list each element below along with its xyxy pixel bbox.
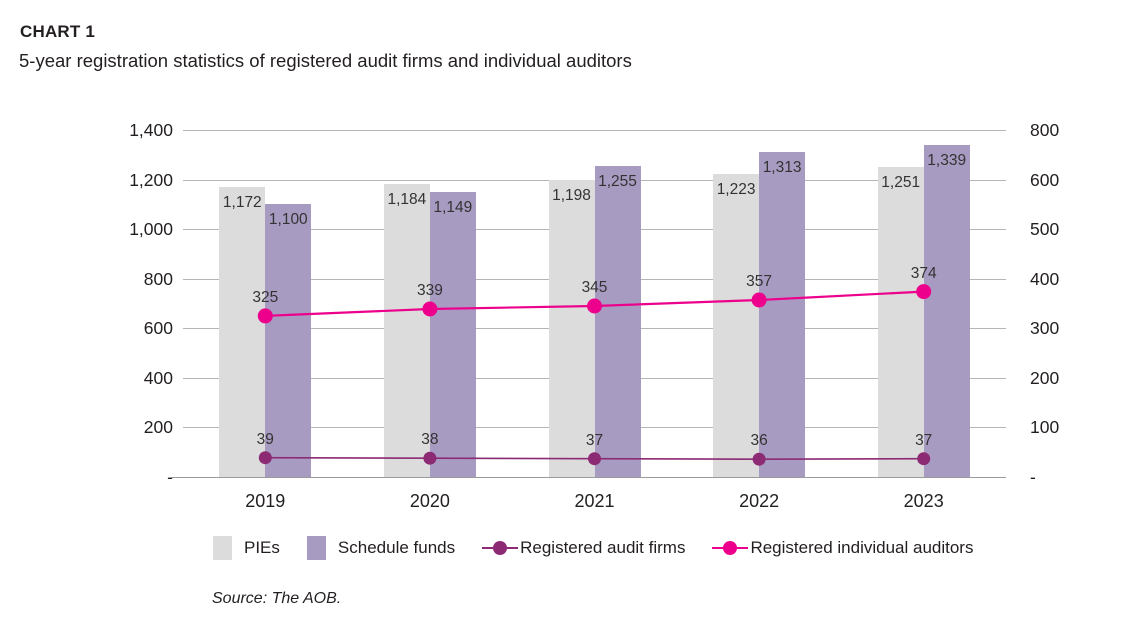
y-axis-tick-left: 1,000	[129, 219, 173, 240]
chart-title: 5-year registration statistics of regist…	[19, 50, 632, 71]
y-axis-tick-right: 500	[1030, 219, 1060, 240]
y-axis-tick-right: -	[1030, 467, 1036, 487]
bar-value-label: 1,100	[268, 211, 308, 229]
bar-pies-2021	[548, 180, 595, 477]
legend-dot-icon	[723, 541, 738, 555]
legend-label: PIEs	[244, 538, 280, 557]
bar-value-label: 1,184	[387, 190, 427, 208]
y-axis-tick-right: 600	[1030, 169, 1060, 190]
bar-pies-2022	[713, 173, 760, 477]
chart-kicker: CHART 1	[20, 22, 96, 41]
y-axis-tick-left: 1,400	[129, 120, 173, 140]
source-note: Source: The AOB.	[212, 590, 342, 607]
x-axis-line	[170, 477, 1006, 478]
bar-pies-2020	[383, 183, 430, 477]
bar-value-label: 1,223	[716, 180, 756, 198]
y-axis-tick-right: 200	[1030, 367, 1060, 388]
bar-value-label: 1,172	[222, 193, 262, 211]
legend-line-dot-icon	[712, 541, 749, 555]
bar-schedule-funds-2023	[923, 145, 970, 477]
bar-schedule-funds-2019	[265, 204, 312, 477]
legend-item-schedule-funds: Schedule funds	[306, 536, 456, 560]
bar-schedule-funds-2022	[759, 151, 806, 477]
bar-schedule-funds-2021	[594, 165, 641, 477]
y-axis-tick-left: 600	[143, 318, 173, 339]
legend-label: Registered audit firms	[520, 538, 686, 557]
point-value-label: 357	[746, 273, 773, 290]
legend-label: Registered individual auditors	[750, 538, 974, 557]
point-value-label: 37	[915, 431, 933, 449]
bar-value-label: 1,339	[927, 152, 967, 170]
y-axis-tick-left: 200	[143, 417, 173, 438]
point-value-label: 37	[585, 431, 604, 449]
bar-value-label: 1,251	[881, 173, 921, 191]
legend-swatch-icon	[306, 536, 326, 560]
bar-schedule-funds-2020	[429, 192, 476, 477]
bar-value-label: 1,313	[762, 158, 802, 176]
bar-value-label: 1,198	[552, 187, 591, 205]
bar-value-label: 1,149	[433, 199, 473, 217]
point-value-label: 345	[581, 279, 608, 296]
x-axis-label: 2021	[574, 491, 615, 511]
y-axis-tick-right: 300	[1030, 318, 1060, 339]
bar-value-label: 1,255	[598, 172, 637, 190]
y-axis-tick-left: 400	[143, 367, 173, 388]
point-value-label: 325	[252, 288, 279, 306]
y-axis-tick-right: 800	[1030, 120, 1060, 140]
legend: PIEs Schedule funds Registered audit firms…	[213, 536, 973, 560]
y-axis-tick-left: -	[61, 466, 173, 488]
point-value-label: 39	[256, 430, 274, 448]
x-axis-label: 2023	[903, 491, 944, 511]
y-axis-tick-left: 1,200	[129, 169, 173, 190]
legend-swatch-icon	[213, 536, 232, 560]
legend-label: Schedule funds	[337, 538, 456, 557]
x-axis-label: 2022	[739, 491, 780, 511]
legend-item-pies: PIEs	[213, 536, 280, 560]
point-value-label: 36	[750, 432, 768, 450]
y-axis-tick-left: 800	[143, 268, 173, 289]
point-value-label: 374	[910, 264, 937, 282]
x-axis-label: 2020	[409, 491, 450, 511]
x-axis-label: 2019	[245, 491, 286, 511]
point-value-label: 38	[421, 431, 439, 449]
legend-item-registered-individual-auditors: Registered individual auditors	[712, 538, 973, 558]
legend-line-dot-icon	[482, 541, 519, 555]
bar-pies-2023	[877, 166, 924, 477]
legend-item-registered-audit-firms: Registered audit firms	[482, 538, 685, 558]
y-axis-tick-right: 100	[1030, 417, 1060, 438]
legend-dot-icon	[493, 541, 508, 555]
bar-pies-2019	[219, 186, 266, 477]
point-value-label: 339	[416, 282, 443, 299]
y-axis-tick-right: 400	[1030, 268, 1060, 289]
gridline	[183, 130, 1006, 131]
